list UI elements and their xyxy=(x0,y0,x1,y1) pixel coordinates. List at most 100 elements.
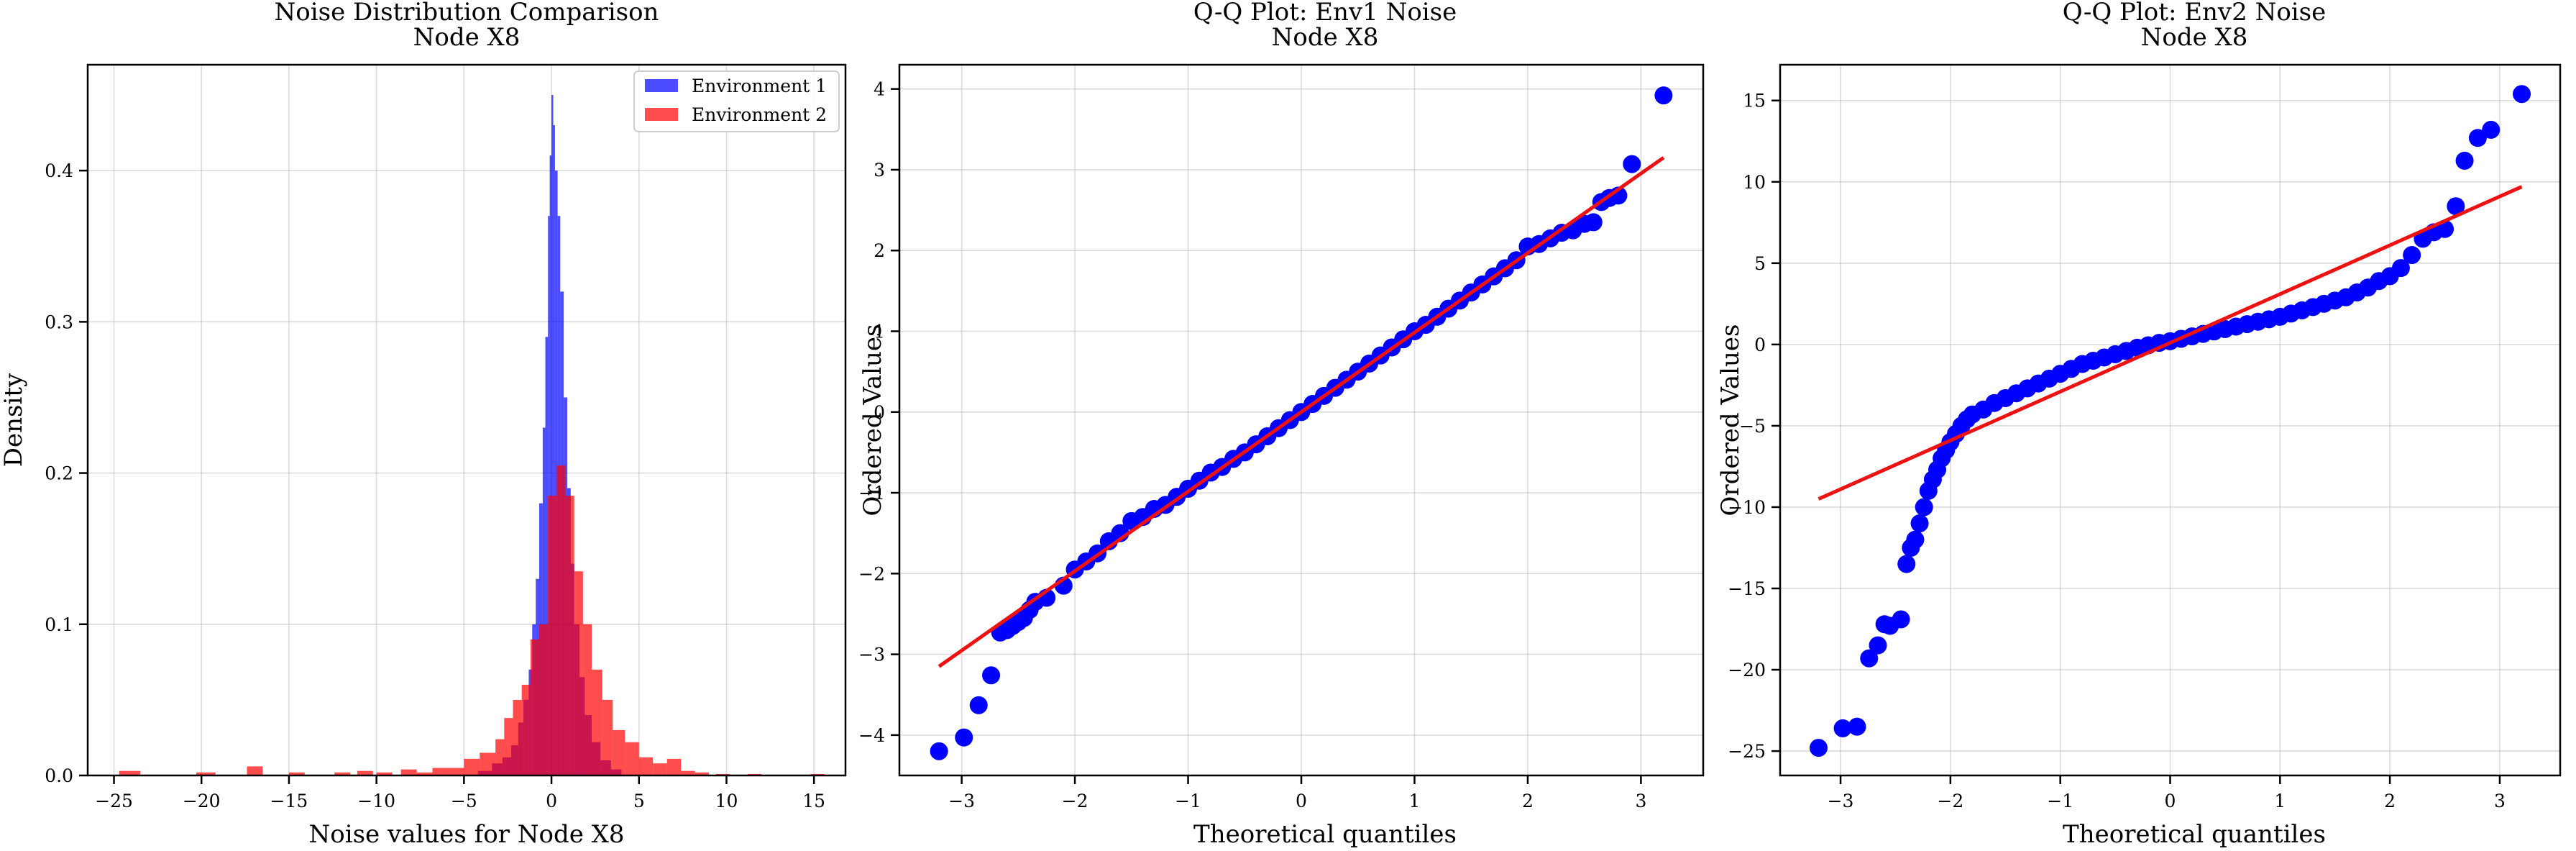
legend-box xyxy=(633,70,840,132)
qq-env2-point xyxy=(2403,246,2421,265)
histogram-bar-env2 xyxy=(592,669,602,775)
histogram-x-tick-label: −15 xyxy=(270,791,308,811)
qq-env2-x-tick-label: 2 xyxy=(2384,791,2396,811)
histogram-bar-env1 xyxy=(554,170,558,776)
qq-env1-x-tick-label: −2 xyxy=(1062,791,1088,811)
qq-env2-y-axis-label: Ordered Values xyxy=(1716,324,1745,516)
qq-env1-title: Q-Q Plot: Env1 Noise xyxy=(1193,0,1457,27)
histogram-x-tick-label: 5 xyxy=(633,791,645,811)
histogram-bar-env2 xyxy=(480,752,496,775)
qq-env1-point xyxy=(1623,155,1641,173)
histogram-bar-env2 xyxy=(464,758,480,775)
histogram-bar-env2 xyxy=(448,768,464,775)
qq-env1-point xyxy=(969,696,988,714)
qq-env2-y-tick-label: −25 xyxy=(1728,741,1766,762)
histogram-bar-env2 xyxy=(530,639,540,775)
qq-env1-x-tick-label: −3 xyxy=(948,791,975,811)
qq-env2-point xyxy=(1915,498,1933,516)
qq-env2-point xyxy=(2468,129,2487,147)
qq-env2-fit-line xyxy=(1818,185,2523,501)
qq-env1-y-tick-label: −4 xyxy=(858,725,885,746)
histogram-bar-env2 xyxy=(565,496,574,775)
histogram-bar-env2 xyxy=(334,772,351,775)
qq-env2-point xyxy=(2447,197,2465,216)
qq-env2-point xyxy=(1897,555,1916,573)
qq-env2-y-tick-label: −10 xyxy=(1728,497,1766,518)
histogram-bar-env2 xyxy=(504,718,513,775)
qq-env2-y-tick-label: −5 xyxy=(1739,416,1766,437)
qq-env2-panel: Q-Q Plot: Env2 Noise Node X8 −3 −2 −1 0 1 2 3−… xyxy=(1716,0,2562,849)
histogram-bar-env2 xyxy=(666,758,682,775)
qq-env1-point xyxy=(1654,86,1673,105)
qq-env2-y-tick-label: 5 xyxy=(1754,253,1766,274)
histogram-legend: Environment 1 Environment 2 xyxy=(633,70,840,132)
histogram-bar-env2 xyxy=(548,496,557,775)
qq-env2-y-tick-label: 15 xyxy=(1743,91,1766,112)
legend-swatch-env2 xyxy=(645,108,678,121)
qq-env2-point xyxy=(1910,514,1929,533)
histogram-bar-env2 xyxy=(357,770,373,775)
qq-env2-point xyxy=(2513,85,2531,104)
legend-swatch-env1 xyxy=(645,79,678,92)
qq-env2-point xyxy=(2482,120,2501,139)
histogram-bars xyxy=(119,95,825,776)
histogram-y-tick-label: 0.1 xyxy=(45,614,73,635)
legend-label-env2: Environment 2 xyxy=(692,104,827,125)
histogram-bar-env1 xyxy=(549,155,552,775)
qq-env2-point xyxy=(1906,530,1925,549)
histogram-x-tick-label: 10 xyxy=(715,791,738,811)
histogram-x-tick-label: 0 xyxy=(546,791,557,811)
qq-env1-y-tick-label: 2 xyxy=(874,240,885,261)
histogram-bar-env2 xyxy=(376,772,393,775)
histogram-subtitle: Node X8 xyxy=(413,23,521,52)
qq-env2-x-tick-label: −2 xyxy=(1937,791,1963,811)
histogram-title: Noise Distribution Comparison xyxy=(275,0,659,27)
qq-env2-x-tick-label: 1 xyxy=(2274,791,2286,811)
histogram-bar-env2 xyxy=(613,729,625,775)
histogram-bar-env1 xyxy=(551,95,554,776)
histogram-bar-env1 xyxy=(545,337,549,776)
histogram-x-axis-label: Noise values for Node X8 xyxy=(309,820,625,849)
qq-env1-y-axis-label: Ordered Values xyxy=(858,324,887,516)
histogram-bar-env2 xyxy=(495,739,505,775)
qq-env2-x-tick-label: −3 xyxy=(1828,791,1854,811)
histogram-gridlines xyxy=(88,65,845,776)
histogram-ticks: −25 −20 −15 −10 −5 0 5 10 15 0.0 0.1 0.2 0.3 0.4 xyxy=(45,160,825,811)
qq-env1-y-tick-label: −1 xyxy=(858,483,885,504)
qq-env2-point xyxy=(1860,649,1879,668)
histogram-bar-env2 xyxy=(521,684,531,775)
histogram-bar-env2 xyxy=(513,699,522,775)
qq-env1-panel: Q-Q Plot: Env1 Noise Node X8 −3 −2 −1 0 1 2 3−… xyxy=(858,0,1705,849)
qq-env1-y-tick-label: −3 xyxy=(858,645,885,665)
histogram-bar-env2 xyxy=(695,772,710,775)
qq-env2-point xyxy=(2455,151,2474,170)
histogram-bar-env1 xyxy=(542,427,546,775)
histogram-bar-env2 xyxy=(196,772,216,775)
qq-env1-points xyxy=(930,86,1673,760)
qq-env1-y-tick-label: 1 xyxy=(874,322,885,342)
histogram-axes-frame xyxy=(86,63,847,777)
qq-env1-point xyxy=(1584,213,1603,232)
qq-env1-y-tick-label: −2 xyxy=(858,563,885,584)
qq-env2-x-tick-label: −1 xyxy=(2047,791,2073,811)
qq-env2-y-tick-label: −20 xyxy=(1728,660,1766,681)
qq-env2-subtitle: Node X8 xyxy=(2141,23,2248,52)
qq-env1-x-tick-label: 0 xyxy=(1296,791,1307,811)
qq-env2-y-tick-label: −15 xyxy=(1728,578,1766,599)
qq-env2-point xyxy=(1892,610,1910,629)
histogram-bar-env1 xyxy=(553,125,555,776)
histogram-bar-env2 xyxy=(416,772,433,775)
qq-env2-gridlines xyxy=(1780,65,2560,775)
qq-env1-x-axis-label: Theoretical quantiles xyxy=(1193,820,1457,849)
histogram-y-tick-label: 0.3 xyxy=(45,311,73,332)
qq-env2-point xyxy=(1833,719,1852,737)
qq-env1-x-tick-label: −1 xyxy=(1175,791,1201,811)
histogram-y-axis-label: Density xyxy=(0,373,28,467)
qq-env1-x-tick-label: 3 xyxy=(1635,791,1646,811)
histogram-panel: Noise Distribution Comparison Node X8 −2… xyxy=(0,0,847,849)
qq-env2-x-tick-label: 0 xyxy=(2165,791,2176,811)
histogram-bar-env2 xyxy=(400,769,417,775)
legend-label-env1: Environment 1 xyxy=(692,76,827,96)
qq-env1-point xyxy=(930,742,948,760)
